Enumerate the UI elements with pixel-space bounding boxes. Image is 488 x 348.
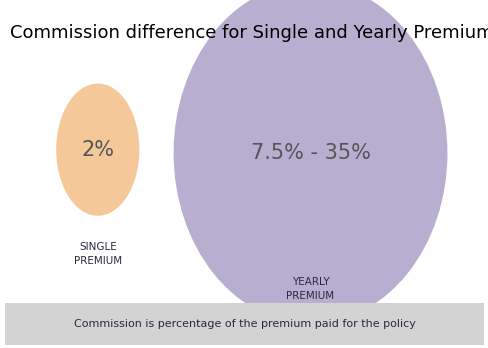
Text: SINGLE
PREMIUM: SINGLE PREMIUM [74, 242, 122, 266]
Text: Commission is percentage of the premium paid for the policy: Commission is percentage of the premium … [73, 319, 415, 329]
FancyBboxPatch shape [5, 303, 483, 345]
Ellipse shape [56, 84, 139, 216]
Text: YEARLY
PREMIUM: YEARLY PREMIUM [286, 277, 334, 301]
Ellipse shape [173, 0, 447, 324]
Text: Commission difference for Single and Yearly Premium: Commission difference for Single and Yea… [10, 24, 488, 42]
Text: 2%: 2% [81, 140, 114, 160]
Text: 7.5% - 35%: 7.5% - 35% [250, 143, 370, 163]
